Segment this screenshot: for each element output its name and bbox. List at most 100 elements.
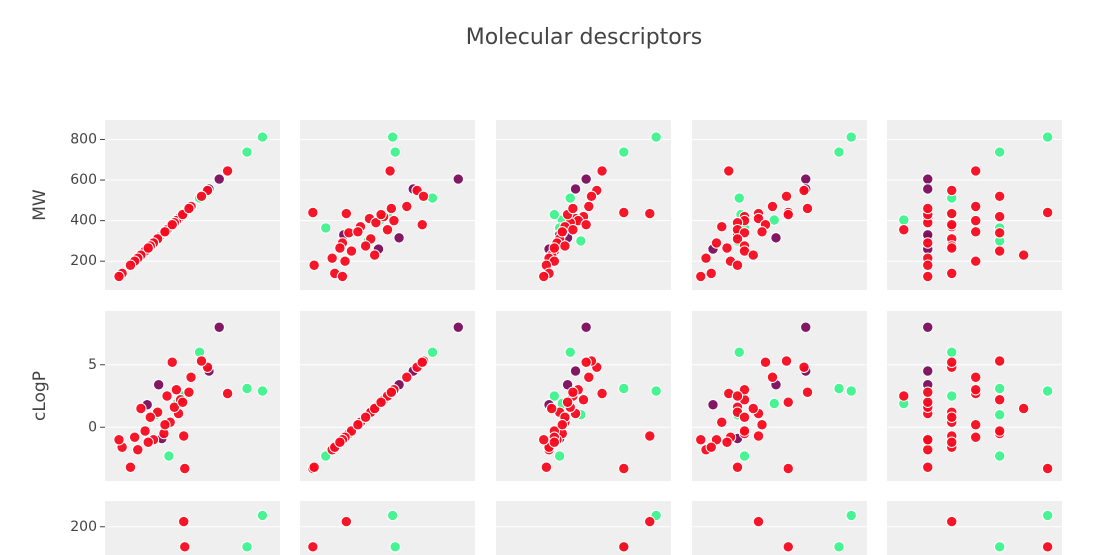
data-point [538, 434, 550, 446]
data-point [695, 434, 707, 446]
data-point [152, 379, 165, 391]
data-point [993, 245, 1006, 257]
data-point [618, 541, 630, 553]
data-point [183, 386, 195, 398]
data-point [320, 222, 332, 234]
y-tick-label: 200 [70, 519, 97, 535]
data-point [770, 232, 782, 244]
data-point [135, 402, 147, 415]
data-point [946, 184, 958, 197]
data-point [782, 462, 794, 475]
data-point [798, 361, 810, 373]
data-point [569, 183, 582, 195]
data-point [1041, 462, 1054, 475]
data-point [340, 207, 353, 220]
data-point [166, 356, 178, 368]
data-point [898, 390, 910, 402]
data-point [782, 541, 794, 553]
data-point [922, 173, 934, 185]
data-point [381, 224, 394, 236]
data-point [241, 541, 253, 553]
data-point [144, 411, 157, 423]
data-point [993, 409, 1006, 421]
cell-background [887, 501, 1062, 555]
data-point [922, 396, 934, 408]
data-point [738, 411, 751, 423]
data-point [993, 227, 1006, 239]
data-point [946, 515, 958, 528]
data-point [1017, 402, 1030, 415]
data-point [898, 214, 910, 226]
data-point [801, 202, 814, 215]
data-point [185, 371, 197, 383]
cell-background [496, 501, 671, 555]
data-point [993, 450, 1006, 462]
y-tick-label: 400 [70, 213, 97, 229]
data-point [969, 255, 982, 267]
data-point [548, 242, 561, 254]
chart-title: Molecular descriptors [466, 25, 703, 50]
data-point [113, 434, 125, 446]
data-point [922, 202, 934, 215]
data-point [922, 386, 934, 398]
data-point [969, 214, 982, 227]
data-point [644, 207, 656, 220]
data-point [370, 216, 382, 229]
data-point [583, 200, 595, 213]
data-point [308, 259, 320, 271]
y-tick-label: 5 [88, 357, 97, 373]
cell-background [692, 311, 867, 481]
data-point [768, 397, 780, 410]
data-point [993, 382, 1006, 395]
data-point [580, 356, 592, 368]
data-point [583, 371, 595, 383]
data-point [768, 214, 780, 226]
data-point [707, 399, 719, 411]
data-point [618, 382, 630, 395]
data-point [946, 356, 958, 368]
data-point [375, 396, 387, 408]
data-point [567, 224, 579, 236]
data-point [388, 214, 400, 227]
data-point [113, 270, 125, 283]
data-point [922, 321, 934, 333]
data-point [993, 190, 1006, 202]
data-point [618, 146, 630, 158]
data-point [721, 242, 733, 254]
data-point [1017, 249, 1030, 261]
data-point [759, 356, 772, 368]
data-point [195, 355, 208, 367]
data-point [845, 509, 857, 522]
data-point [650, 131, 662, 143]
data-point [241, 146, 253, 158]
data-point [946, 242, 958, 254]
data-point [213, 321, 225, 333]
data-point [221, 165, 234, 177]
data-point [132, 444, 144, 456]
data-point [833, 146, 845, 158]
data-point [731, 233, 744, 245]
data-point [993, 541, 1006, 553]
data-point [176, 396, 189, 408]
data-point [386, 131, 399, 143]
data-point [993, 355, 1006, 367]
data-point [922, 183, 934, 195]
data-point [833, 541, 845, 553]
data-point [710, 237, 723, 249]
data-point [545, 402, 558, 415]
data-point [452, 321, 464, 333]
cell-background [692, 120, 867, 290]
data-point [723, 165, 735, 177]
data-point [416, 218, 428, 231]
data-point [577, 394, 590, 406]
data-point [161, 390, 173, 402]
data-point [596, 165, 608, 177]
data-point [721, 436, 733, 448]
data-point [800, 321, 812, 333]
data-point [716, 416, 728, 428]
data-point [946, 207, 958, 220]
cell-background [105, 501, 280, 555]
data-point [553, 450, 566, 462]
data-point [780, 190, 793, 202]
